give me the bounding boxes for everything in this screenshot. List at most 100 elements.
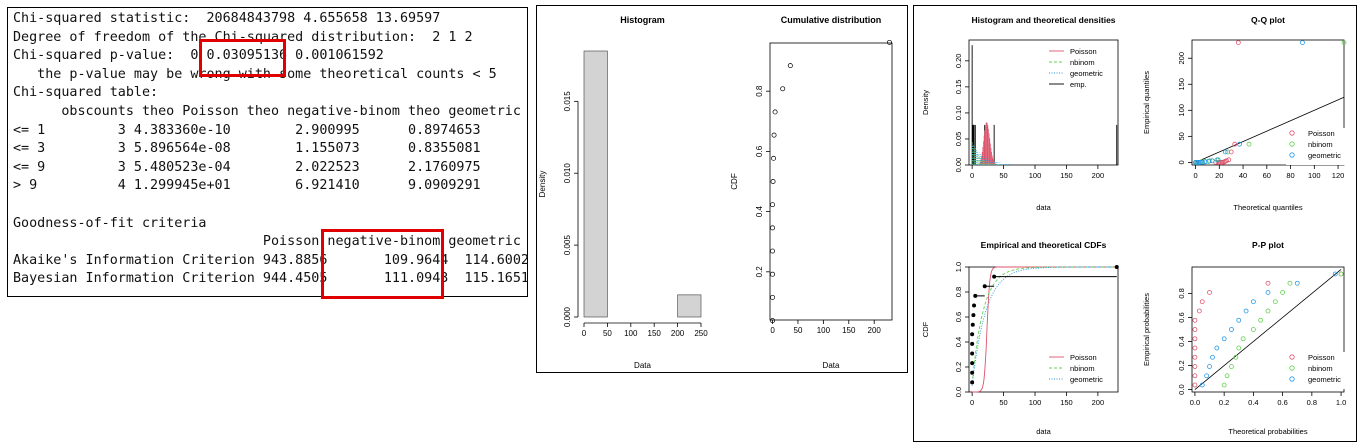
pp-reference-line	[1194, 269, 1342, 390]
legend-label: geometric	[1308, 375, 1341, 384]
y-tick-label: 0.010	[563, 163, 572, 184]
x-tick-label: 100	[624, 329, 638, 338]
qq-point	[1224, 158, 1229, 164]
plot-frame	[1191, 39, 1345, 166]
y-tick-label: 0.8	[954, 287, 963, 297]
pp-point	[1233, 354, 1239, 360]
x-tick-label: 100	[1029, 398, 1042, 407]
plot-frame	[1191, 266, 1345, 393]
legend-box	[1286, 128, 1350, 165]
y-tick-label: 0.005	[563, 235, 572, 256]
hist-cdf-panel: 0 50 100 150 200 250 0.000 0.005 0.010 0.015 Histo…	[536, 5, 908, 373]
legend-box	[1048, 46, 1112, 94]
cdf-point	[770, 318, 775, 324]
emp-cdf-point	[970, 341, 975, 346]
pp-point	[1338, 271, 1344, 277]
y-tick-label: 0.2	[755, 266, 764, 278]
y-tick-label: 1.0	[954, 262, 963, 272]
x-tick-label: 200	[1092, 171, 1105, 180]
y-tick-label: 0.00	[954, 158, 963, 173]
pp-point	[1207, 364, 1212, 369]
x-tick-label: 150	[1060, 171, 1073, 180]
y-tick-label: 0.20	[954, 54, 963, 69]
pp-point	[1224, 373, 1230, 379]
legend-marker	[1289, 130, 1295, 136]
pp-point	[1192, 364, 1198, 369]
x-tick-label: 150	[1060, 398, 1073, 407]
legend-label: Poisson	[1070, 353, 1097, 362]
x-tick-label: 0.8	[1307, 398, 1317, 407]
y-axis-label: Density	[538, 171, 547, 198]
emp-cdf-point	[971, 313, 976, 318]
pp-point	[1243, 308, 1249, 314]
emp-cdf-point	[1114, 265, 1119, 269]
x-axis-label: Theoretical quantiles	[1233, 203, 1302, 212]
x-tick-label: 0	[582, 329, 587, 338]
cdf-point	[770, 202, 775, 208]
qq-point	[1232, 141, 1238, 147]
qq-point	[1237, 141, 1242, 147]
console-line: Poisson negative-binom geometric	[13, 234, 521, 250]
cdf-point	[887, 39, 892, 45]
legend-label: nbinom	[1308, 140, 1333, 149]
pp-point	[1192, 327, 1198, 332]
hist-cdf-svg: 0 50 100 150 200 250 0.000 0.005 0.010 0.015 Histo…	[538, 15, 893, 370]
r-console-output: Chi-squared statistic: 20684843798 4.655…	[7, 7, 529, 299]
pp-point	[1280, 290, 1286, 295]
emp-cdf-point	[982, 284, 987, 289]
y-axis-label: Density	[921, 90, 930, 115]
y-tick-label: 0.0	[1177, 384, 1186, 394]
emp-cdf-point	[970, 380, 975, 385]
x-tick-label: 20	[1215, 171, 1223, 180]
x-tick-label: 0	[970, 398, 974, 407]
legend-box	[1048, 352, 1112, 389]
y-tick-label: 0.2	[954, 362, 963, 372]
qq-point	[1228, 149, 1234, 155]
x-tick-label: 0.0	[1190, 398, 1200, 407]
x-tick-label: 0.4	[1248, 398, 1258, 407]
legend-box	[1286, 352, 1350, 389]
y-tick-label: 0.6	[954, 312, 963, 322]
console-line: Chi-squared statistic: 20684843798 4.655…	[13, 11, 441, 26]
x-tick-label: 150	[842, 326, 856, 335]
y-tick-label: 0.000	[563, 306, 572, 327]
pp-point	[1250, 299, 1256, 305]
console-line: obscounts theo Poisson theo negative-bin…	[13, 103, 521, 119]
console-line: Chi-squared p-value: 0 0.03095136 0.0010…	[13, 48, 384, 64]
pp-point	[1229, 364, 1234, 369]
x-tick-label: 0.6	[1277, 398, 1287, 407]
y-tick-label: 0.05	[954, 132, 963, 147]
y-tick-label: 0.6	[1177, 312, 1186, 322]
y-tick-label: 0.4	[954, 337, 963, 347]
x-tick-label: 200	[1092, 398, 1105, 407]
y-tick-label: 200	[1177, 52, 1186, 65]
pp-point	[1250, 327, 1256, 332]
qq-point	[1222, 149, 1228, 155]
x-axis-label: data	[1036, 427, 1051, 436]
pp-point	[1229, 327, 1234, 332]
legend-label: nbinom	[1070, 58, 1095, 67]
x-tick-label: 1.0	[1336, 398, 1346, 407]
histogram-bar	[677, 294, 702, 318]
legend-marker	[1289, 141, 1295, 147]
legend-label: geometric	[1308, 151, 1341, 160]
y-axis-label: Empirical probabilities	[1142, 293, 1151, 366]
pp-point	[1240, 336, 1246, 342]
console-line: Akaike's Information Criterion 943.8856 …	[13, 252, 529, 268]
console-line: <= 9 3 5.480523e-04 2.022523 2.1760975	[13, 159, 481, 175]
y-axis-label: CDF	[921, 321, 930, 337]
console-line: Chi-squared table:	[13, 85, 159, 101]
cdf-point	[771, 155, 777, 161]
qq-point	[1225, 149, 1231, 155]
console-line: <= 1 3 4.383360e-10 2.900995 0.8974653	[13, 122, 481, 138]
console-line: > 9 4 1.299945e+01 6.921410 9.0909291	[13, 178, 481, 194]
y-tick-label: 0.015	[563, 91, 572, 112]
pp-point	[1258, 317, 1264, 323]
pp-point	[1192, 354, 1198, 360]
y-tick-label: 0	[1177, 160, 1186, 164]
y-tick-label: 150	[1177, 78, 1186, 91]
legend-label: geometric	[1070, 69, 1103, 78]
x-tick-label: 0	[1193, 171, 1197, 180]
pp-point	[1199, 299, 1205, 305]
fit-diagnostics-panel: 0 50 100 150 200 0.00 0.05 0.10 0.15 0.20 Histogra…	[913, 5, 1357, 442]
